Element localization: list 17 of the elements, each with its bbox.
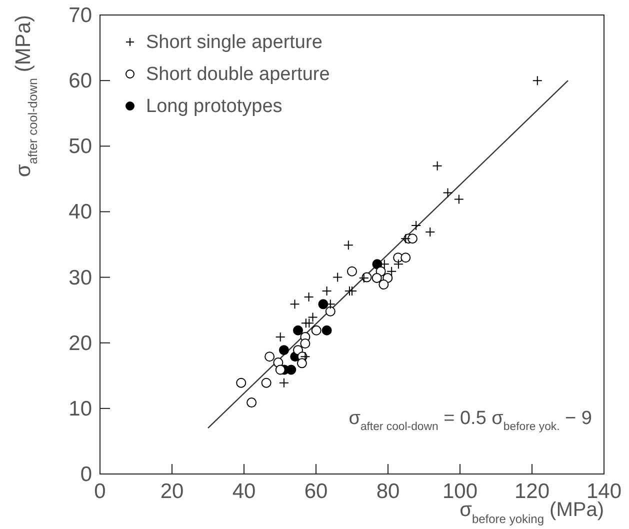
annotation: σ$_{after cool-down}$ = 0.5 σ$_{before yok.}$ − 9 <box>348 408 592 433</box>
y-tick-label: 10 <box>68 397 92 420</box>
x-tick-label: 40 <box>232 480 256 503</box>
x-tick-label: 0 <box>94 480 106 503</box>
y-tick-label: 50 <box>68 135 92 158</box>
x-tick-label: 60 <box>304 480 328 503</box>
x-tick-label: 20 <box>160 480 184 503</box>
x-tick-label: 80 <box>376 480 400 503</box>
y-tick-label: 30 <box>68 266 92 290</box>
y-tick-label: 70 <box>68 4 92 27</box>
legend-label: Short double aperture <box>146 64 330 85</box>
legend-label: Long prototypes <box>146 96 282 117</box>
legend-label: Short single aperture <box>146 32 322 53</box>
y-tick-label: 20 <box>68 332 92 355</box>
y-tick-label: 60 <box>68 70 92 93</box>
y-tick-label: 0 <box>80 463 92 486</box>
y-tick-label: 40 <box>68 200 92 224</box>
